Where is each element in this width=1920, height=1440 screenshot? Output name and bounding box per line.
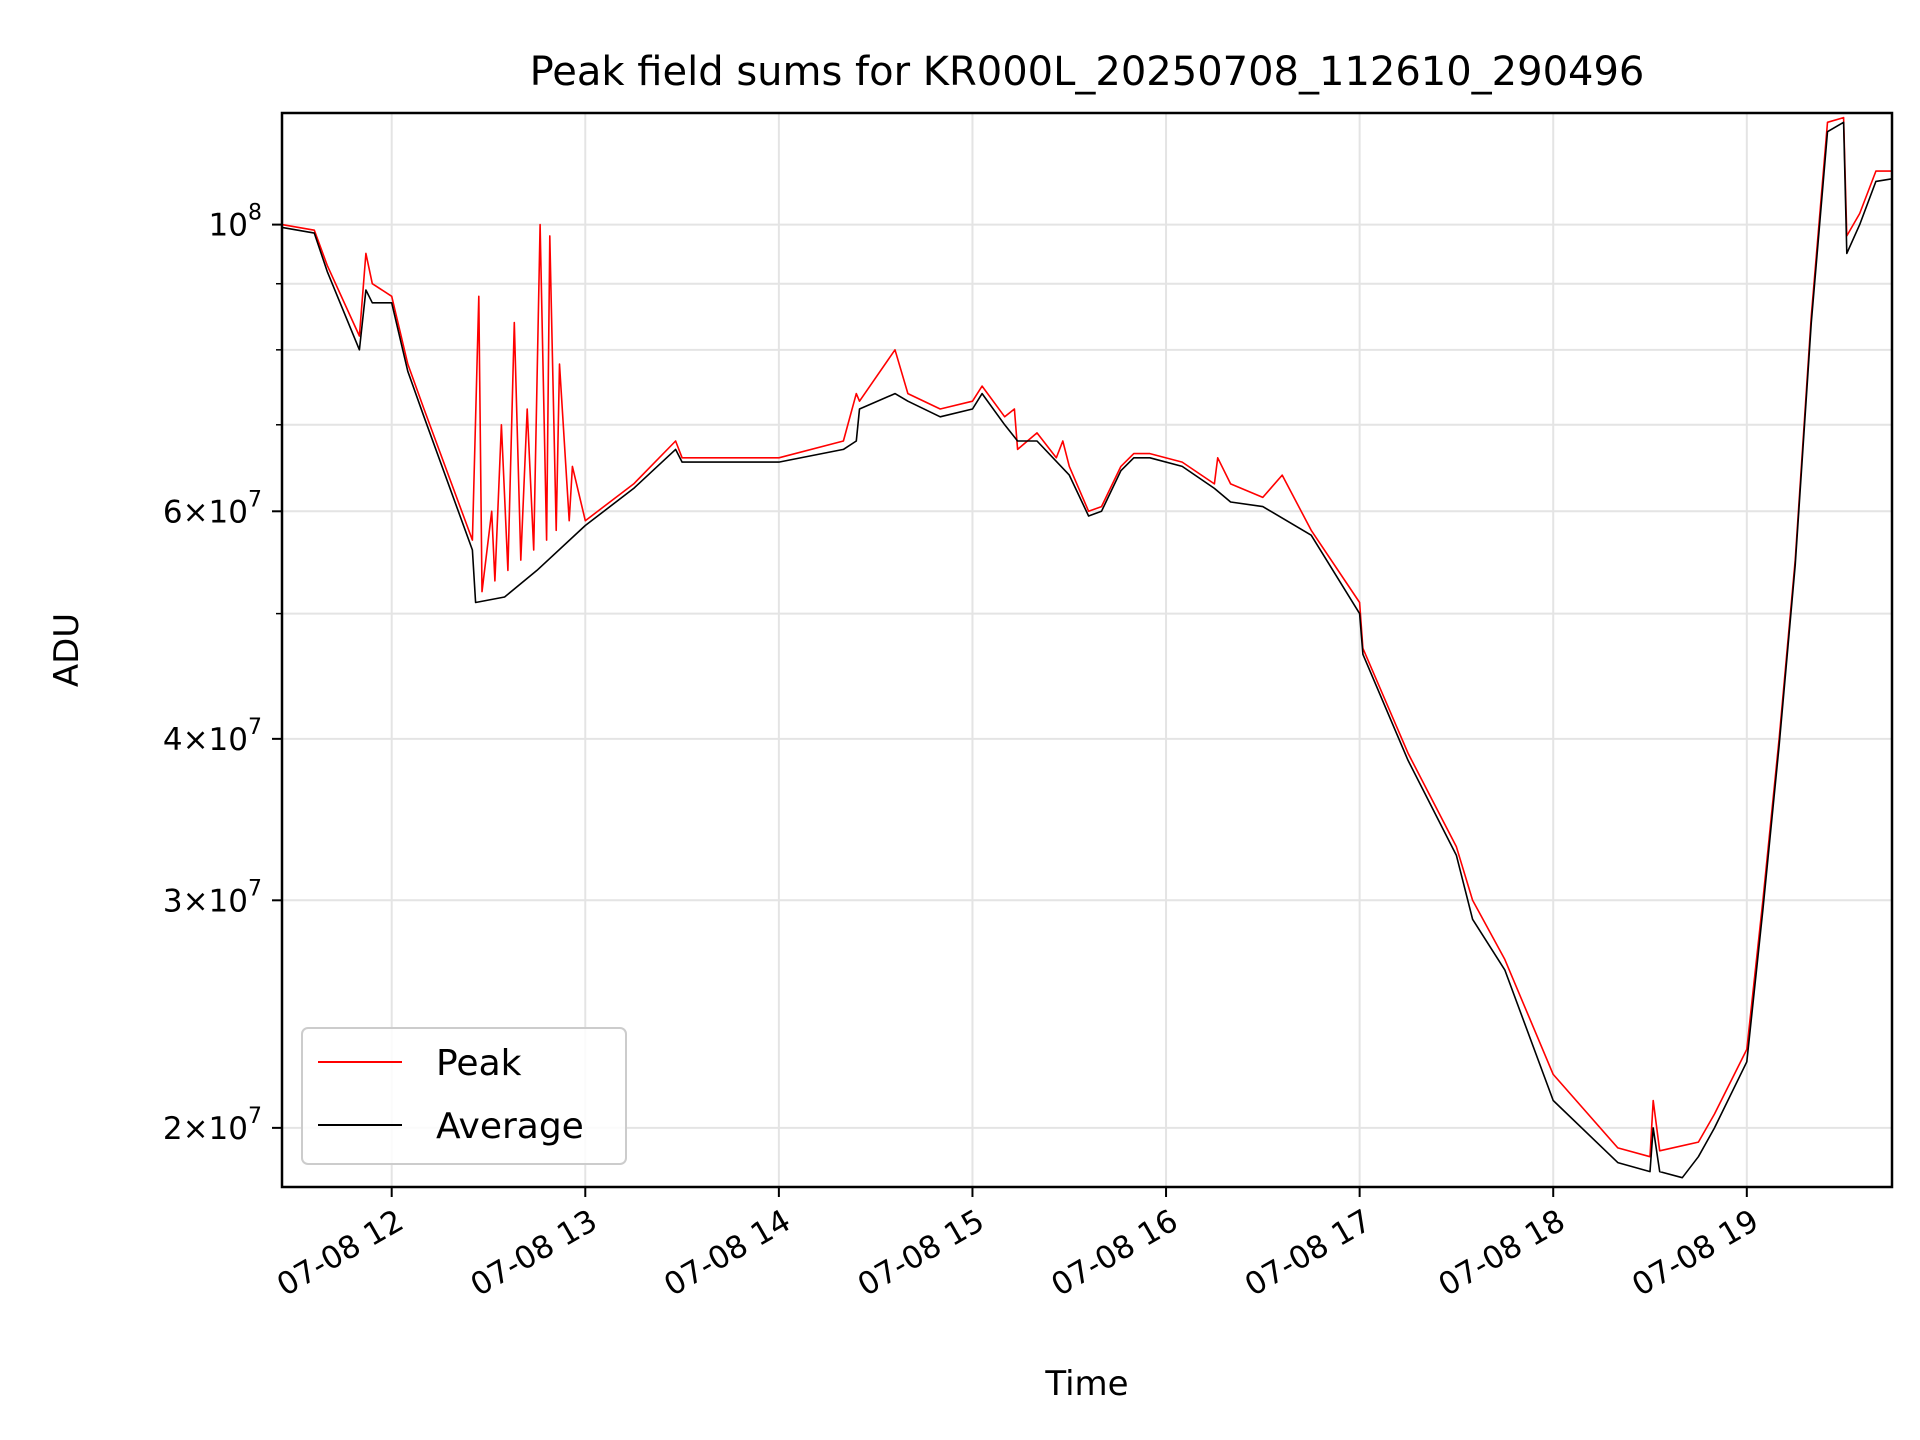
y-tick-label: 108 [209, 201, 262, 244]
x-tick-label: 07-08 15 [852, 1203, 991, 1304]
legend: Peak Average [301, 1027, 627, 1165]
y-tick-mantissa: 6×10 [163, 494, 248, 530]
y-tick-mantissa: 4×10 [163, 722, 248, 758]
series-layer [281, 116, 1893, 1179]
y-tick-mantissa: 10 [209, 208, 248, 244]
grid-layer [282, 113, 1892, 1187]
y-tick-exponent: 7 [248, 876, 262, 901]
x-tick-label: 07-08 14 [658, 1203, 797, 1304]
y-tick-label: 3×107 [163, 876, 262, 919]
series-line-peak [281, 116, 1892, 1158]
y-tick-mantissa: 3×10 [163, 883, 248, 919]
y-tick-exponent: 7 [248, 715, 262, 740]
y-tick-label: 2×107 [163, 1104, 262, 1147]
plot-area-frame [280, 111, 1894, 1189]
x-tick-label: 07-08 13 [465, 1203, 604, 1304]
x-tick-label: 07-08 18 [1433, 1203, 1572, 1304]
y-tick-exponent: 8 [248, 201, 262, 226]
x-axis: 07-08 12 07-08 13 07-08 14 07-08 15 07-08 16… [271, 1187, 1765, 1304]
y-tick-mantissa: 2×10 [163, 1111, 248, 1147]
x-axis-label: Time [1044, 1364, 1128, 1404]
legend-label-average: Average [436, 1106, 584, 1147]
x-tick-label: 07-08 12 [271, 1203, 410, 1304]
y-tick-exponent: 7 [248, 1104, 262, 1129]
y-axis-label: ADU [47, 613, 87, 687]
chart-title: Peak field sums for KR000L_20250708_1126… [530, 49, 1645, 95]
x-tick-label: 07-08 16 [1045, 1203, 1184, 1304]
x-tick-label: 07-08 19 [1626, 1203, 1765, 1304]
y-tick-label: 6×107 [163, 487, 262, 530]
x-tick-label: 07-08 17 [1239, 1203, 1378, 1304]
legend-label-peak: Peak [436, 1043, 522, 1084]
y-tick-exponent: 7 [248, 487, 262, 512]
y-tick-label: 4×107 [163, 715, 262, 758]
series-line-average [281, 121, 1893, 1179]
